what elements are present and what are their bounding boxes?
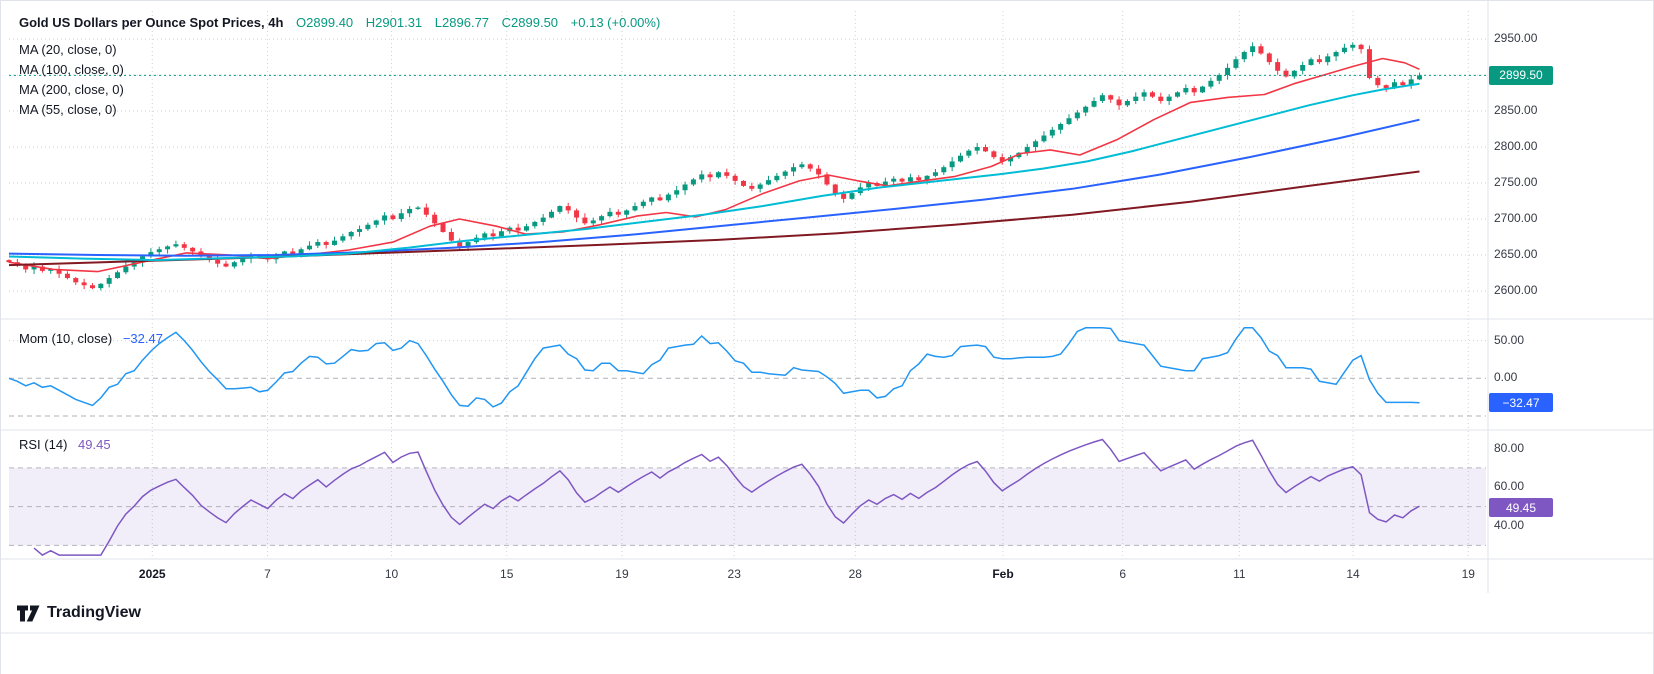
tradingview-brand-text: TradingView — [47, 603, 141, 621]
momentum-tick-label: 50.00 — [1494, 332, 1525, 347]
rsi-tick-label: 40.00 — [1494, 518, 1525, 533]
price-tick-label: 2800.00 — [1494, 139, 1538, 154]
legend-ma-55-label: MA (55, close, 0) — [19, 102, 117, 117]
price-tick-label: 2750.00 — [1494, 175, 1538, 190]
price-tick-label: 2850.00 — [1494, 103, 1538, 118]
rsi-value: 49.45 — [78, 437, 111, 452]
ohlc-open: O2899.40 — [296, 15, 354, 30]
legend-ma-100[interactable]: MA (100, close, 0) — [19, 62, 124, 77]
momentum-value: −32.47 — [122, 331, 163, 346]
time-tick-label: 15 — [500, 567, 514, 581]
tradingview-logo-icon — [17, 605, 40, 622]
momentum-badge: −32.47 — [1489, 393, 1553, 413]
overlay-line — [8, 82, 1420, 262]
grid-lines — [9, 11, 1486, 557]
legend-ma-200-label: MA (200, close, 0) — [19, 82, 124, 97]
momentum-tick-label: 0.00 — [1494, 370, 1518, 385]
ohlc-close: C2899.50 — [501, 15, 559, 30]
price-tick-label: 2950.00 — [1494, 31, 1538, 46]
rsi-tick-label: 80.00 — [1494, 440, 1525, 455]
rsi-tick-label: 60.00 — [1494, 479, 1525, 494]
legend-ma-20-label: MA (20, close, 0) — [19, 42, 117, 57]
rsi-line — [33, 438, 1420, 556]
last-price-badge: 2899.50 — [1489, 65, 1553, 85]
time-tick-label: 2025 — [138, 567, 166, 581]
symbol-legend[interactable]: Gold US Dollars per Ounce Spot Prices, 4… — [19, 15, 660, 30]
time-tick-label: 7 — [264, 567, 271, 581]
panes — [1, 1, 1653, 634]
overlay-lines — [8, 57, 1486, 556]
legend-ma-20[interactable]: MA (20, close, 0) — [19, 42, 117, 57]
symbol-title: Gold US Dollars per Ounce Spot Prices, 4… — [19, 15, 284, 30]
tradingview-attribution[interactable]: TradingView — [17, 603, 141, 622]
price-tick-label: 2700.00 — [1494, 211, 1538, 226]
time-tick-label: 19 — [615, 567, 629, 581]
time-tick-label: 28 — [848, 567, 862, 581]
time-tick-label: 11 — [1233, 567, 1246, 581]
momentum-label: Mom (10, close) — [19, 331, 113, 346]
price-change: +0.13 (+0.00%) — [570, 15, 661, 30]
rsi-badge: 49.45 — [1489, 498, 1553, 518]
overlay-line — [8, 118, 1420, 257]
time-tick-label: 19 — [1461, 567, 1475, 581]
time-tick-label: 6 — [1119, 567, 1126, 581]
legend-momentum[interactable]: Mom (10, close) −32.47 — [19, 331, 163, 346]
momentum-line — [8, 327, 1420, 408]
ohlc-low: L2896.77 — [434, 15, 490, 30]
time-tick-label: Feb — [992, 567, 1014, 581]
legend-ma-200[interactable]: MA (200, close, 0) — [19, 82, 124, 97]
rsi-label: RSI (14) — [19, 437, 68, 452]
legend-ma-100-label: MA (100, close, 0) — [19, 62, 124, 77]
price-tick-label: 2650.00 — [1494, 247, 1538, 261]
candles — [6, 42, 1423, 291]
overlay-line — [8, 170, 1420, 267]
time-tick-label: 10 — [384, 567, 399, 581]
legend-ma-55[interactable]: MA (55, close, 0) — [19, 102, 117, 117]
legend-rsi[interactable]: RSI (14) 49.45 — [19, 437, 111, 452]
ohlc-high: H2901.31 — [365, 15, 423, 30]
time-tick-label: 23 — [727, 567, 741, 581]
time-tick-label: 14 — [1346, 567, 1360, 581]
price-tick-label: 2600.00 — [1494, 283, 1538, 297]
